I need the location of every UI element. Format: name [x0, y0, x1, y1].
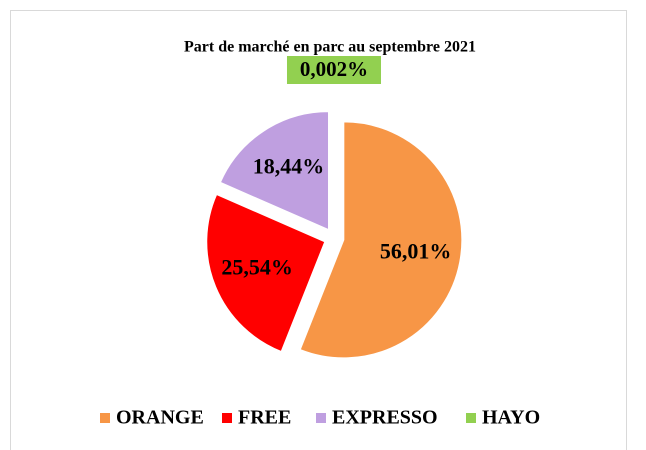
legend-marker — [222, 413, 232, 423]
legend-marker — [316, 413, 326, 423]
data-label-box — [286, 56, 381, 84]
legend-label: FREE — [238, 407, 291, 429]
data-label: 0,002% — [300, 57, 368, 81]
legend-label: ORANGE — [116, 407, 204, 429]
legend-label: EXPRESSO — [332, 407, 438, 429]
data-label: 18,44% — [253, 153, 325, 178]
legend-label: HAYO — [482, 407, 540, 429]
pie-slice — [206, 193, 326, 353]
data-label: 56,01% — [380, 239, 452, 264]
pie-slice — [299, 121, 463, 359]
pie-slice — [219, 111, 330, 231]
legend-marker — [100, 413, 110, 423]
data-label: 25,54% — [221, 255, 293, 280]
legend-marker — [466, 413, 476, 423]
chart-title: Part de marché en parc au septembre 2021 — [184, 39, 476, 56]
